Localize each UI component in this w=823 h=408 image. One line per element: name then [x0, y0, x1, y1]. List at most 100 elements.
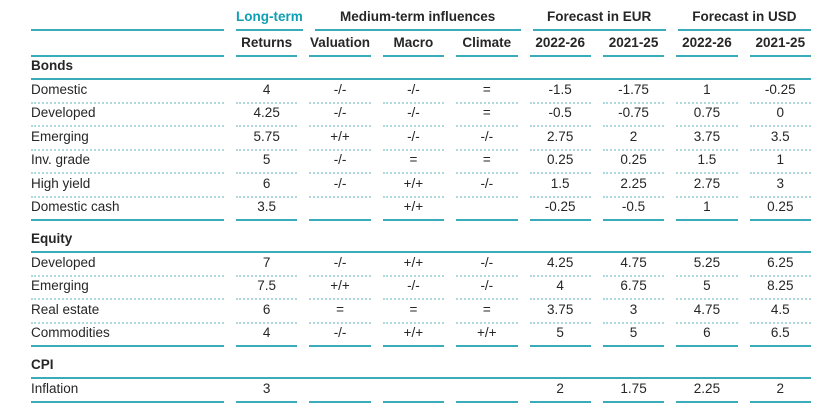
table-cell: 1.5	[676, 152, 738, 174]
table-row: Domestic 4 -/- -/- = -1.5 -1.75 1 -0.25	[31, 80, 811, 104]
table-cell: -/-	[456, 129, 518, 151]
table-cell: +/+	[382, 325, 445, 347]
table-cell: -/-	[456, 255, 518, 277]
row-label: Emerging	[31, 129, 224, 151]
table-cell: -/-	[309, 105, 371, 127]
table-cell: 6	[236, 176, 298, 198]
table-cell: -/-	[382, 129, 445, 151]
table-cell: -1.5	[529, 82, 591, 104]
table-cell: 3.5	[749, 129, 811, 151]
table-cell: 6.5	[749, 325, 811, 347]
table-body: Bonds Domestic 4 -/- -/- = -1.5 -1.75 1 -0.25 Deve…	[31, 57, 811, 403]
table-cell: -/-	[309, 325, 371, 347]
table-cell: 2	[602, 129, 665, 151]
table-cell: 5	[529, 325, 591, 347]
table-cell: +/+	[382, 176, 445, 198]
column-header: 2021-25	[602, 35, 665, 57]
table-cell: -/-	[309, 176, 371, 198]
table-cell: -/-	[456, 278, 518, 300]
table-cell: -/-	[382, 105, 445, 127]
column-header: 2022-26	[529, 35, 591, 57]
table-cell: 6	[236, 302, 298, 324]
table-cell: +/+	[309, 278, 371, 300]
table-cell: 4	[236, 82, 298, 104]
table-cell: 0.25	[749, 199, 811, 221]
row-label: Developed	[31, 255, 224, 277]
table-cell: -/-	[456, 176, 518, 198]
table-cell: -/-	[309, 255, 371, 277]
table-cell: =	[456, 105, 518, 127]
table-cell: 3	[749, 176, 811, 198]
table-cell: 2.75	[676, 176, 738, 198]
table-cell: =	[309, 302, 371, 324]
subheader-label-spacer	[31, 51, 224, 57]
table-cell: 4	[529, 278, 591, 300]
table-cell: -/-	[309, 152, 371, 174]
table-cell: 4.75	[602, 255, 665, 277]
table-cell	[382, 397, 445, 403]
table-row: Emerging 7.5 +/+ -/- -/- 4 6.75 5 8.25	[31, 277, 811, 300]
row-label: Real estate	[31, 302, 224, 324]
table-cell: 1.75	[602, 381, 665, 403]
section-title: Bonds	[31, 58, 811, 80]
table-cell: 3.5	[236, 199, 298, 221]
table-cell: 1	[676, 82, 738, 104]
column-header: 2022-26	[676, 35, 738, 57]
table-cell: 5	[236, 152, 298, 174]
section-title: Equity	[31, 231, 811, 253]
column-header: Macro	[382, 35, 445, 57]
table-cell	[456, 215, 518, 221]
table-cell: -0.25	[529, 199, 591, 221]
table-cell: 3	[602, 302, 665, 324]
table-row: Inflation 3 2 1.75 2.25 2	[31, 379, 811, 403]
table-cell: 1	[749, 152, 811, 174]
table-cell: 1.5	[529, 176, 591, 198]
row-label: Developed	[31, 105, 224, 127]
row-label: Commodities	[31, 325, 224, 347]
table-cell: -/-	[382, 278, 445, 300]
table-cell: -0.5	[602, 199, 665, 221]
table-cell: =	[382, 152, 445, 174]
table-row: High yield 6 -/- +/+ -/- 1.5 2.25 2.75 3	[31, 174, 811, 198]
table-cell: 6	[676, 325, 738, 347]
table-cell: 3	[236, 381, 298, 403]
table-cell: +/+	[456, 325, 518, 347]
table-subheader-row: Returns Valuation Macro Climate 2022-26 2021-…	[31, 31, 811, 57]
table-cell: =	[456, 302, 518, 324]
table-cell: 2	[749, 381, 811, 403]
header-label-spacer	[31, 25, 224, 31]
table-cell: 4	[236, 325, 298, 347]
table-cell: 0	[749, 105, 811, 127]
table-cell: 3.75	[529, 302, 591, 324]
col-group-forecast-eur: Forecast in EUR	[532, 9, 666, 31]
table-row: Developed 7 -/- +/+ -/- 4.25 4.75 5.25 6.25	[31, 253, 811, 277]
table-cell: 2	[529, 381, 591, 403]
table-cell: -0.5	[529, 105, 591, 127]
col-group-medium-term-influences: Medium-term influences	[314, 9, 521, 31]
column-header: Climate	[456, 35, 518, 57]
table-cell: 5	[602, 325, 665, 347]
table-cell: 5.75	[236, 129, 298, 151]
table-cell: 2.25	[676, 381, 738, 403]
section-row: CPI	[31, 356, 811, 379]
col-group-long-term: Long-term	[236, 9, 303, 31]
table-cell: +/+	[382, 199, 445, 221]
row-label: Inflation	[31, 381, 224, 403]
table-cell: 6.75	[602, 278, 665, 300]
column-header: 2021-25	[749, 35, 811, 57]
table-cell	[309, 215, 371, 221]
table-cell: =	[456, 82, 518, 104]
table-cell: 4.25	[236, 105, 298, 127]
col-group-forecast-usd: Forecast in USD	[677, 9, 811, 31]
column-header: Returns	[236, 35, 298, 57]
table-cell: -/-	[382, 82, 445, 104]
table-cell: 1	[676, 199, 738, 221]
table-cell: 4.25	[529, 255, 591, 277]
table-cell: 0.25	[529, 152, 591, 174]
table-cell: -1.75	[602, 82, 665, 104]
section-title: CPI	[31, 357, 811, 379]
table-cell: 4.5	[749, 302, 811, 324]
table-cell: 7.5	[236, 278, 298, 300]
section-row: Equity	[31, 230, 811, 253]
